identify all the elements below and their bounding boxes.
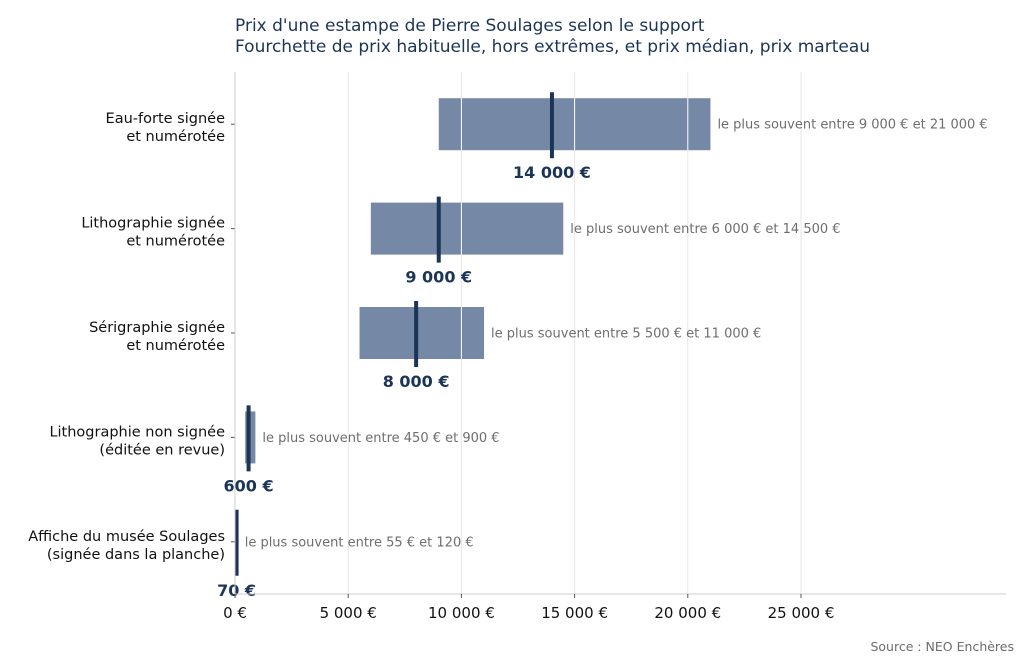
median-label-0: 14 000 € [513,163,591,182]
category-label-0-1: et numérotée [126,129,225,145]
category-label-4-1: (signée dans la planche) [47,547,225,563]
category-label-1-1: et numérotée [126,234,225,250]
x-tick-label-4: 20 000 € [654,604,721,622]
chart-title: Prix d'une estampe de Pierre Soulages se… [235,16,705,36]
range-label-1: le plus souvent entre 6 000 € et 14 500 … [570,222,840,237]
chart-subtitle: Fourchette de prix habituelle, hors extr… [235,37,871,57]
category-label-2-1: et numérotée [126,338,225,354]
x-tick-label-1: 5 000 € [320,604,377,622]
x-tick-label-2: 10 000 € [428,604,495,622]
category-label-0-0: Eau-forte signée [106,111,226,127]
median-label-2: 8 000 € [383,372,450,391]
range-bar-2 [359,307,485,359]
median-label-4: 70 € [217,581,256,600]
x-tick-label-5: 25 000 € [768,604,835,622]
median-label-1: 9 000 € [405,268,472,287]
range-label-2: le plus souvent entre 5 500 € et 11 000 … [491,327,761,342]
category-label-2-0: Sérigraphie signée [89,320,225,336]
category-label-3-1: (éditée en revue) [99,442,225,458]
range-label-0: le plus souvent entre 9 000 € et 21 000 … [717,118,987,133]
range-label-4: le plus souvent entre 55 € et 120 € [245,535,474,550]
category-label-3-0: Lithographie non signée [49,424,225,440]
category-label-4-0: Affiche du musée Soulages [28,529,225,545]
x-tick-label-0: 0 € [223,604,247,622]
x-tick-label-3: 15 000 € [541,604,608,622]
median-label-3: 600 € [224,476,274,495]
category-label-1-0: Lithographie signée [81,216,225,232]
range-bar-1 [370,202,564,255]
range-label-3: le plus souvent entre 450 € et 900 € [262,431,499,446]
source-note: Source : NEO Enchères [870,639,1014,654]
